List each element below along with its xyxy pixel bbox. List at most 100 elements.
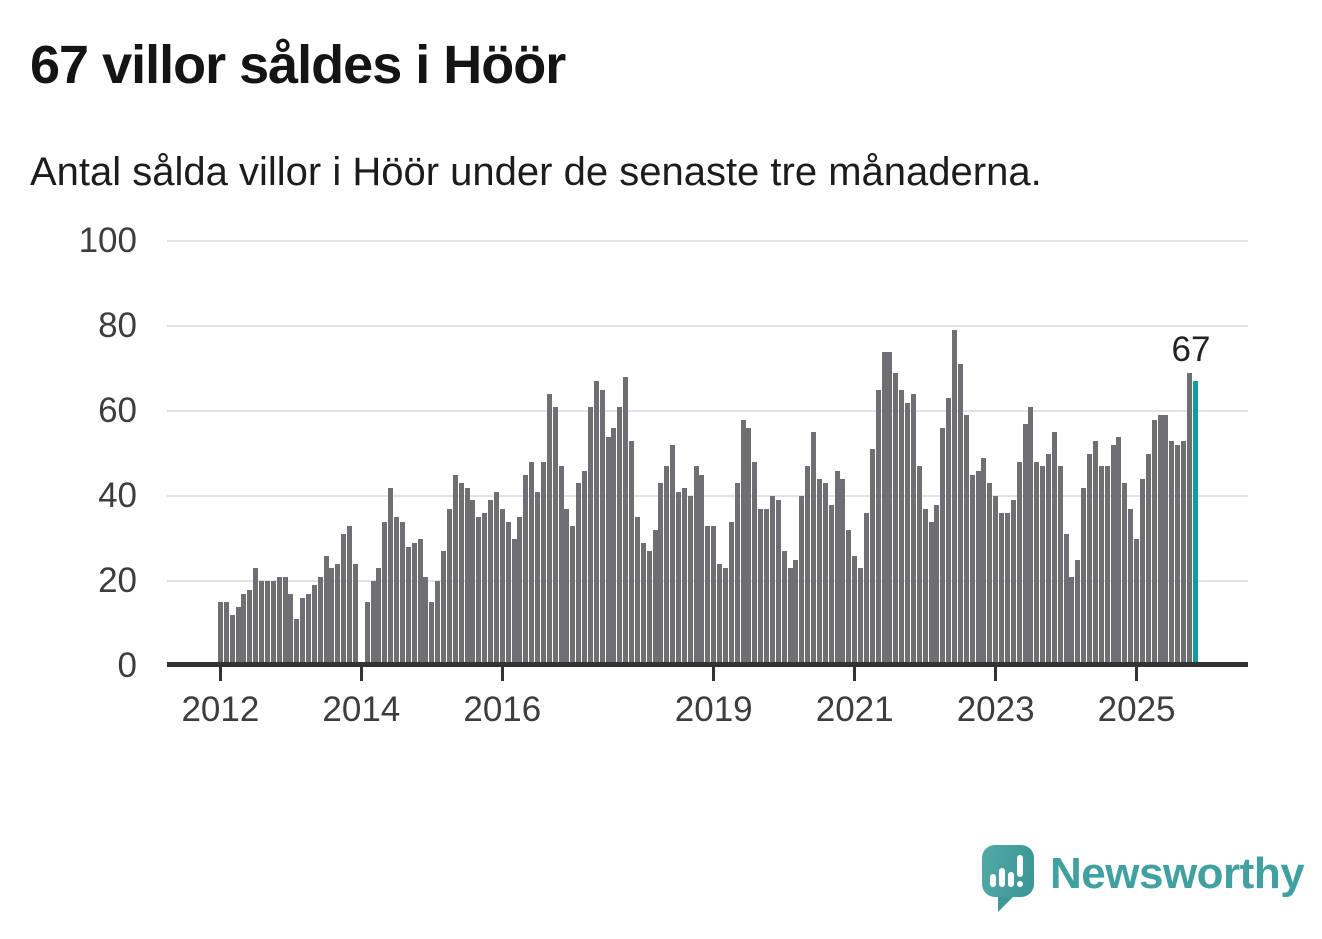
- bar: [235, 606, 241, 666]
- bar: [288, 593, 294, 666]
- bar: [728, 521, 734, 666]
- chart-subtitle: Antal sålda villor i Höör under de senas…: [30, 150, 1042, 194]
- bar: [1139, 479, 1145, 666]
- bar: [347, 525, 353, 666]
- bar: [963, 415, 969, 666]
- bar: [675, 491, 681, 666]
- bar: [529, 462, 535, 666]
- bar: [335, 564, 341, 666]
- bar: [482, 513, 488, 666]
- bar: [811, 432, 817, 666]
- bar: [887, 351, 893, 666]
- bar: [382, 521, 388, 666]
- bar: [1128, 508, 1134, 666]
- bar: [587, 406, 593, 666]
- bar: [464, 487, 470, 666]
- x-axis-tick: [712, 667, 716, 681]
- bar: [934, 504, 940, 666]
- y-axis-tick-label: 0: [117, 646, 137, 685]
- bar: [1151, 419, 1157, 666]
- bar: [693, 466, 699, 666]
- bar: [1110, 445, 1116, 666]
- bar: [840, 479, 846, 666]
- bar: [1104, 466, 1110, 666]
- y-axis-tick-label: 60: [98, 391, 137, 430]
- x-axis-tick-label: 2016: [463, 690, 542, 729]
- bar: [652, 530, 658, 666]
- gridline: [167, 410, 1248, 412]
- page-title: 67 villor såldes i Höör: [30, 35, 566, 95]
- bar: [611, 428, 617, 666]
- bar: [1022, 423, 1028, 666]
- bar: [875, 389, 881, 666]
- bar: [828, 504, 834, 666]
- x-axis-tick: [218, 667, 222, 681]
- bar: [499, 508, 505, 666]
- bar: [1051, 432, 1057, 666]
- bar: [305, 593, 311, 666]
- x-axis-tick: [994, 667, 998, 681]
- bar: [546, 394, 552, 666]
- bar: [376, 568, 382, 666]
- bar: [394, 517, 400, 666]
- bar: [517, 517, 523, 666]
- bar: [623, 377, 629, 666]
- bar: [905, 402, 911, 666]
- bar: [446, 508, 452, 666]
- bar: [476, 517, 482, 666]
- bar: [834, 470, 840, 666]
- bar: [987, 483, 993, 666]
- bar: [564, 508, 570, 666]
- last-value-label: 67: [1171, 330, 1211, 369]
- bar: [734, 483, 740, 666]
- bar: [1069, 576, 1075, 666]
- bar: [658, 483, 664, 666]
- bar: [722, 568, 728, 666]
- bar: [329, 568, 335, 666]
- bar: [1116, 436, 1122, 666]
- bar: [758, 508, 764, 666]
- bar: [253, 568, 259, 666]
- bar: [605, 436, 611, 666]
- bar: [294, 619, 300, 666]
- bar: [1057, 466, 1063, 666]
- bar: [858, 568, 864, 666]
- bar: [922, 508, 928, 666]
- bar: [241, 593, 247, 666]
- x-axis-tick: [500, 667, 504, 681]
- bar: [893, 372, 899, 666]
- bar: [1040, 466, 1046, 666]
- highlighted-bar: [1192, 381, 1198, 666]
- bar: [229, 615, 235, 666]
- bar: [752, 462, 758, 666]
- bar: [899, 389, 905, 666]
- bar: [364, 602, 370, 666]
- logo-exclamation-icon: [1017, 855, 1023, 877]
- bar: [764, 508, 770, 666]
- bar: [552, 406, 558, 666]
- x-axis-tick-label: 2019: [674, 690, 753, 729]
- bar: [217, 602, 223, 666]
- bar: [634, 517, 640, 666]
- bar: [259, 581, 264, 666]
- bar: [1092, 440, 1098, 666]
- bar: [399, 521, 405, 666]
- bar: [916, 466, 922, 666]
- bar: [1016, 462, 1022, 666]
- bar: [664, 466, 670, 666]
- y-axis-tick-label: 40: [98, 476, 137, 515]
- bar: [488, 500, 494, 666]
- bar: [781, 551, 787, 666]
- gridline: [167, 495, 1248, 497]
- bar: [852, 555, 858, 666]
- bar: [881, 351, 887, 666]
- bar: [822, 483, 828, 666]
- bar: [282, 576, 288, 666]
- bar: [505, 521, 511, 666]
- bar: [1063, 534, 1069, 666]
- bar: [1004, 513, 1010, 666]
- bar: [493, 491, 499, 666]
- bar: [993, 496, 999, 666]
- bar: [1157, 415, 1163, 666]
